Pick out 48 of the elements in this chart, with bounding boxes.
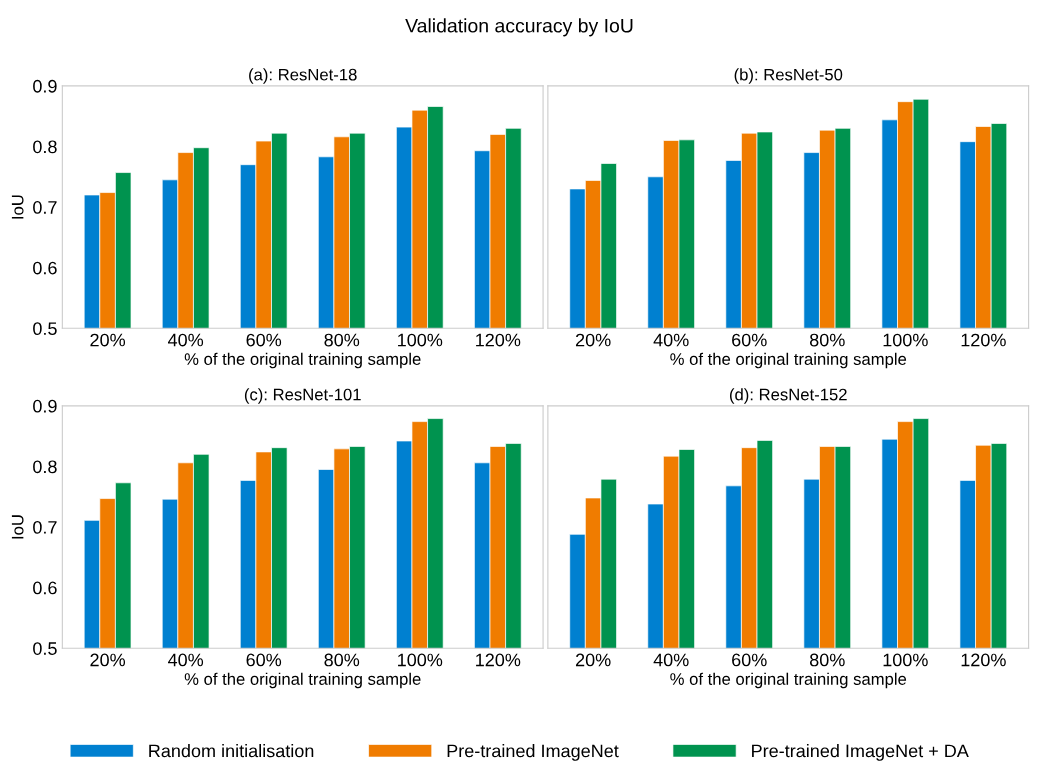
chart-title: (a): ResNet-18 [249, 68, 357, 84]
x-tick-label: 20% [90, 333, 126, 347]
x-tick-label: 40% [167, 653, 204, 667]
legend-label: Pre-trained ImageNet + DA [752, 744, 969, 761]
x-tick-label: 60% [246, 653, 282, 667]
y-axis-title: IoU [11, 195, 24, 219]
y-tick-label: 0.9 [33, 399, 57, 413]
x-tick-label: 60% [246, 333, 282, 347]
x-tick-label: 100% [398, 333, 443, 347]
x-axis-title: % of the original training sample [670, 352, 907, 369]
y-tick-label: 0.8 [33, 140, 57, 154]
x-axis-title: % of the original training sample [670, 672, 907, 689]
y-axis-title: IoU [11, 515, 24, 539]
x-tick-label: 60% [732, 653, 767, 667]
x-tick-label: 120% [961, 333, 1006, 347]
x-tick-label: 80% [809, 653, 845, 667]
x-axis-title: % of the original training sample [184, 672, 421, 689]
y-tick-label: 0.8 [33, 460, 57, 474]
x-tick-label: 40% [167, 333, 204, 347]
x-tick-label: 100% [398, 653, 443, 667]
y-tick-label: 0.6 [33, 581, 57, 595]
y-tick-label: 0.5 [33, 642, 57, 655]
text: Validation accuracy by IoU [405, 18, 633, 37]
x-tick-label: 20% [575, 653, 611, 667]
chart-title: (c): ResNet-101 [244, 388, 361, 404]
chart-title: (b): ResNet-50 [734, 68, 843, 84]
x-axis-title: % of the original training sample [184, 352, 421, 369]
x-tick-label: 20% [90, 653, 126, 667]
x-tick-label: 60% [732, 333, 767, 347]
x-tick-label: 80% [324, 333, 360, 347]
y-tick-label: 0.5 [33, 322, 57, 336]
x-tick-label: 120% [476, 333, 521, 347]
x-tick-label: 100% [883, 333, 928, 347]
x-tick-label: 120% [961, 653, 1006, 667]
chart-title: (d): ResNet-152 [730, 388, 847, 404]
x-tick-label: 100% [883, 653, 928, 667]
y-tick-label: 0.6 [33, 261, 57, 275]
x-tick-label: 20% [575, 333, 611, 347]
y-tick-label: 0.7 [33, 201, 57, 214]
x-tick-label: 80% [809, 333, 845, 347]
x-tick-label: 80% [324, 653, 360, 667]
y-tick-label: 0.9 [33, 79, 57, 93]
legend-label: Random initialisation [149, 744, 314, 758]
y-tick-label: 0.7 [33, 520, 57, 534]
x-tick-label: 120% [476, 653, 521, 667]
legend-label: Pre-trained ImageNet [447, 744, 619, 761]
x-tick-label: 40% [653, 333, 689, 347]
x-tick-label: 40% [653, 653, 689, 667]
